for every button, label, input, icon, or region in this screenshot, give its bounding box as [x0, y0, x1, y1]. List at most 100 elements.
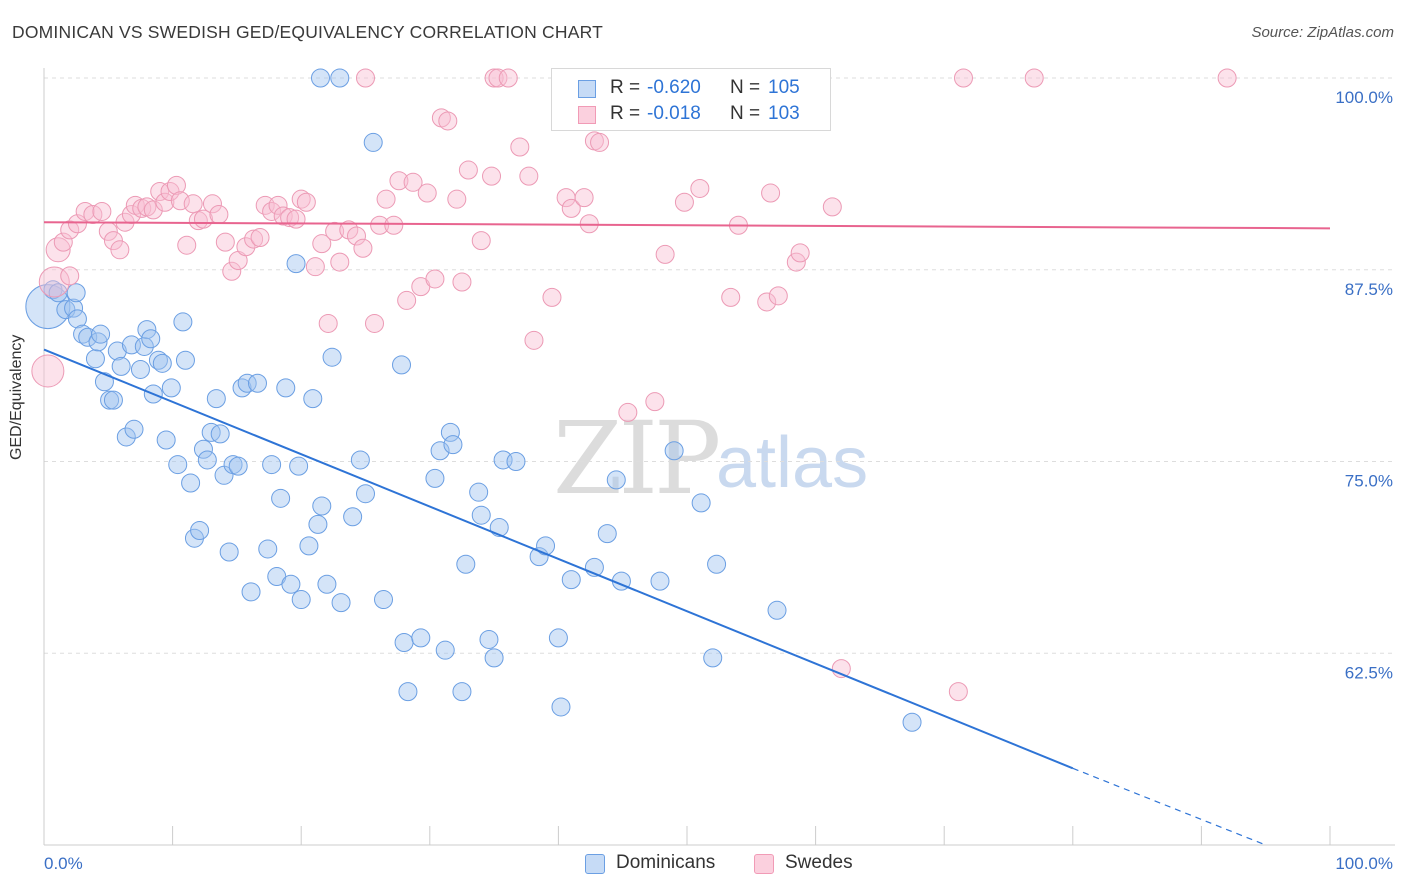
- swedes-point: [417, 183, 437, 203]
- bottom-legend-swatch-pink: [754, 854, 774, 874]
- watermark-atlas: atlas: [716, 423, 869, 503]
- swedes-point: [542, 287, 562, 307]
- dominicans-point: [141, 329, 161, 349]
- dominicans-point: [331, 593, 351, 613]
- dominicans-point: [435, 640, 455, 660]
- dominicans-point: [206, 389, 226, 409]
- dominicans-point: [148, 350, 168, 370]
- dominicans-point: [64, 298, 84, 318]
- legend-r-label: R =: [610, 77, 641, 98]
- dominicans-point: [310, 68, 330, 88]
- swedes-trendline: [43, 221, 1331, 230]
- swedes-point: [471, 231, 491, 251]
- swedes-point: [1024, 68, 1044, 88]
- swedes-point: [953, 68, 973, 88]
- swedes-point: [92, 201, 112, 221]
- dominicans-point: [363, 132, 383, 152]
- swedes-point: [215, 232, 235, 252]
- swedes-point: [757, 292, 777, 312]
- swedes-point: [365, 313, 385, 333]
- legend-swatch-pink: [578, 106, 596, 124]
- dominicans-point: [247, 373, 267, 393]
- watermark-zip: ZIP: [553, 400, 721, 517]
- swedes-point: [339, 220, 359, 240]
- swedes-point: [768, 286, 788, 306]
- dominicans-trendline: [43, 348, 1074, 770]
- dominicans-point: [107, 341, 127, 361]
- swedes-point: [325, 221, 345, 241]
- swedes-point: [510, 137, 530, 157]
- swedes-point: [222, 261, 242, 281]
- source-label: Source: ZipAtlas.com: [1251, 24, 1394, 41]
- dominicans-point: [173, 312, 193, 332]
- swedes-point: [674, 192, 694, 212]
- dominicans-point: [425, 468, 445, 488]
- legend-r-value: -0.620: [647, 77, 701, 98]
- swedes-point: [183, 194, 203, 214]
- dominicans-point: [440, 422, 460, 442]
- swedes-point: [305, 257, 325, 277]
- dominicans-point: [317, 574, 337, 594]
- dominicans-point: [190, 521, 210, 541]
- dominicans-point: [281, 574, 301, 594]
- swedes-point: [721, 287, 741, 307]
- swedes-point: [790, 243, 810, 263]
- dominicans-point: [181, 473, 201, 493]
- legend: R = -0.620 N = 105 R = -0.018 N = 103: [551, 68, 831, 131]
- dominicans-point: [303, 389, 323, 409]
- swedes-point: [403, 172, 423, 192]
- dominicans-point: [703, 648, 723, 668]
- swedes-point: [110, 240, 130, 260]
- swedes-point: [143, 200, 163, 220]
- swedes-point: [822, 197, 842, 217]
- dominicans-point: [484, 648, 504, 668]
- dominicans-point: [161, 378, 181, 398]
- swedes-point: [170, 191, 190, 211]
- legend-swatch-blue: [578, 80, 596, 98]
- legend-row-dominicans: R = -0.620 N = 105: [552, 75, 830, 101]
- swedes-point: [645, 392, 665, 412]
- swedes-point: [268, 195, 288, 215]
- swedes-point: [280, 208, 300, 228]
- swedes-point: [31, 354, 65, 388]
- dominicans-point: [456, 554, 476, 574]
- swedes-point: [458, 160, 478, 180]
- dominicans-point: [241, 582, 261, 602]
- dominicans-point: [219, 542, 239, 562]
- dominicans-point: [551, 697, 571, 717]
- dominicans-point: [561, 570, 581, 590]
- swedes-point: [53, 232, 73, 252]
- dominicans-point: [276, 378, 296, 398]
- swedes-point: [38, 266, 70, 298]
- dominicans-point: [88, 332, 108, 352]
- swedes-point: [519, 166, 539, 186]
- swedes-point: [330, 252, 350, 272]
- dominicans-point: [356, 484, 375, 504]
- dominicans-point: [137, 320, 157, 340]
- swedes-point: [524, 330, 544, 350]
- dominicans-point: [469, 482, 489, 502]
- dominicans-point: [67, 309, 87, 329]
- swedes-point: [948, 682, 968, 702]
- dominicans-point: [452, 682, 472, 702]
- dominicans-point: [291, 590, 311, 610]
- dominicans-point: [210, 424, 230, 444]
- swedes-point: [273, 206, 293, 226]
- bottom-legend-label: Dominicans: [616, 852, 716, 873]
- swedes-point: [291, 189, 311, 209]
- dominicans-point: [66, 283, 86, 303]
- dominicans-point: [103, 390, 123, 410]
- swedes-point: [312, 234, 332, 254]
- swedes-point: [447, 189, 467, 209]
- legend-r-label: R =: [610, 103, 641, 124]
- swedes-point: [75, 201, 95, 221]
- dominicans-point: [767, 600, 787, 620]
- dominicans-point: [78, 327, 98, 347]
- swedes-point: [574, 188, 594, 208]
- dominicans-point: [343, 507, 363, 527]
- swedes-point: [202, 194, 222, 214]
- dominicans-point: [193, 439, 213, 459]
- dominicans-point: [130, 359, 150, 379]
- dominicans-point: [597, 524, 617, 544]
- dominicans-trendline-extension: [1072, 767, 1266, 846]
